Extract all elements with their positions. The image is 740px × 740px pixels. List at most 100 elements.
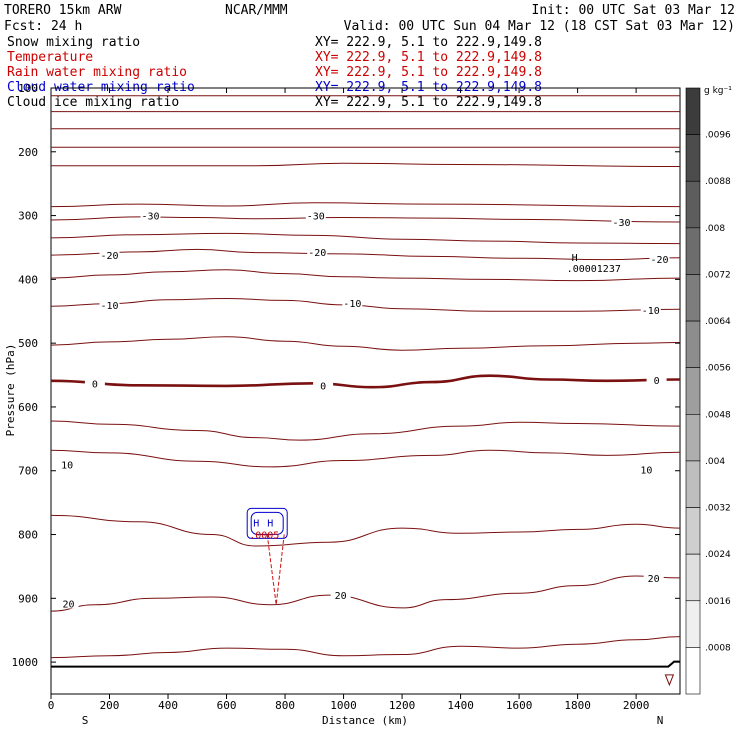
colorbar-tick-label: .0048 [705,410,731,420]
temperature-contour [50,374,681,389]
legend-xy-cloud-ice: XY= 222.9, 5.1 to 222.9,149.8 [315,95,542,110]
temperature-contour [50,202,681,208]
colorbar-unit: g kg⁻¹ [704,86,732,96]
x-tick-label: 600 [217,699,237,712]
cloud-water-max-marker: H [267,518,273,529]
contour-label: -10 [100,301,118,312]
legend-name-cloud-ice: Cloud ice mixing ratio [7,95,179,110]
init-time: Init: 00 UTC Sat 03 Mar 12 [532,3,736,18]
legend-xy-rain: XY= 222.9, 5.1 to 222.9,149.8 [315,65,542,80]
contour-label: 0 [92,379,98,390]
contour-label: 20 [648,574,660,585]
contour-label-bg [640,303,661,315]
terrain-line [51,660,680,668]
legend-xy-snow: XY= 222.9, 5.1 to 222.9,149.8 [315,35,542,50]
colorbar-tick-label: .0024 [705,550,731,560]
temperature-contour [51,162,681,167]
contour-label: -10 [343,299,361,310]
colorbar-segment [685,460,701,508]
contour-label: -30 [612,218,630,229]
contour-label-bg [307,245,328,257]
colorbar-segment [685,227,701,275]
contour-label: -20 [100,251,118,262]
contour-label: -30 [307,212,325,223]
plot-frame [50,87,681,695]
x-tick-label: 400 [158,699,178,712]
legend-xy-temperature: XY= 222.9, 5.1 to 222.9,149.8 [315,50,542,65]
temperature-contour [50,514,681,547]
temperature-contour [50,636,681,659]
contour-label: -20 [650,255,668,266]
temperature-contour [50,336,681,351]
colorbar-tick-label: .0016 [705,597,731,607]
colorbar-tick-label: .0064 [705,317,731,327]
legend-name-temperature: Temperature [7,50,93,65]
colorbar-segment [685,553,701,602]
y-tick-label: 200 [18,146,38,159]
valid-time: Valid: 00 UTC Sun 04 Mar 12 (18 CST Sat … [344,19,735,34]
colorbar-segment [685,180,701,229]
colorbar-segment [685,647,701,695]
contour-label-bg [99,298,120,310]
y-tick-label: 700 [18,465,38,478]
y-tick-label: 100 [18,82,38,95]
contour-label-bg [305,209,326,221]
colorbar-tick-label: .0008 [705,643,731,653]
contour-label: 20 [335,591,347,602]
cloud-water-max-value: .0005 [249,530,279,541]
contour-label: -10 [642,306,660,317]
x-tick-label: 1600 [506,699,533,712]
temperature-contour [50,269,681,282]
contour-label-bg [649,252,670,264]
colorbar-segment [685,134,701,182]
contour-label: -30 [141,212,159,223]
surface-contour-cell [664,674,675,687]
contour-label-bg [58,597,79,609]
temperature-contour [50,420,681,441]
contour-label-bg [140,209,161,221]
colorbar-segment [685,600,701,648]
contour-label-bg [643,571,664,583]
y-tick-label: 400 [18,273,38,286]
colorbar: .0096 .0088 .008 .0072 .0064 .0056 .0048 .004 .0… [685,87,731,695]
colorbar-tick-label: .0088 [705,177,731,187]
contour-label-bg [330,589,351,601]
colorbar-tick-label: .004 [705,457,725,467]
contour-label: 0 [320,381,326,392]
x-tick-label: 200 [100,699,120,712]
y-tick-label: 900 [18,592,38,605]
legend-name-rain: Rain water mixing ratio [7,65,187,80]
colorbar-tick-label: .0072 [705,270,731,280]
cloud-water-max-marker: H [253,518,259,529]
cloud-ice-max-marker: H [572,253,578,264]
contour-label-bg [611,215,632,227]
x-tick-label: 0 [48,699,55,712]
south-end-label: S [82,714,89,727]
contour-label-bg [313,379,334,391]
temperature-contour [50,248,681,261]
temperature-contour [50,449,681,468]
contour-label: -20 [308,248,326,259]
north-end-label: N [657,714,664,727]
colorbar-segment [685,274,701,322]
temperature-contour [50,297,681,312]
colorbar-tick-label: .008 [705,224,725,234]
axes: 0 200 400 600 800 1000 1200 1400 1600 1800 2000100… [12,82,680,712]
x-tick-label: 800 [275,699,295,712]
forecast-hour: Fcst: 24 h [4,19,82,34]
y-tick-label: 500 [18,337,38,350]
x-tick-label: 1800 [564,699,591,712]
contour-label-bg [342,296,363,308]
x-tick-label: 2000 [623,699,650,712]
colorbar-segment [685,367,701,415]
contour-label: 10 [640,465,652,476]
x-axis-title: Distance (km) [322,714,408,727]
cloud-ice-max-value: .00001237 [567,264,621,275]
colorbar-tick-label: .0096 [705,131,731,141]
y-tick-label: 800 [18,529,38,542]
center-title: NCAR/MMM [225,3,288,18]
field-legend: Snow mixing ratio XY= 222.9, 5.1 to 222.… [7,35,542,110]
contour-label-bg [57,458,78,470]
contour-label-bg [636,463,657,475]
contour-label-bg [99,249,120,261]
